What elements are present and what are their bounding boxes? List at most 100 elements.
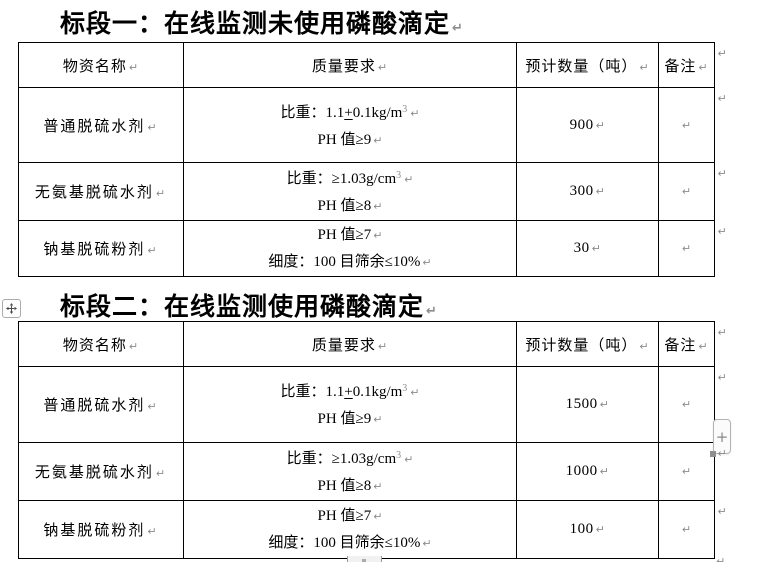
section-1-title[interactable]: 标段一：在线监测未使用磷酸滴定 ↵	[60, 4, 464, 40]
cell-estimated-quantity[interactable]: 1500 ↵	[516, 366, 659, 443]
requirement-text: PH 值≥7	[317, 226, 372, 243]
cell-estimated-quantity[interactable]: 900 ↵	[516, 87, 659, 163]
requirement-text: 细度：100 目筛余≤10%	[268, 253, 421, 270]
cell-material-name[interactable]: 钠基脱硫粉剂 ↵	[18, 500, 184, 559]
cell-quality-requirement[interactable]: 比重：1.1+0.1kg/m3 ↵ PH 值≥9 ↵	[183, 87, 517, 163]
cell-estimated-quantity[interactable]: 300 ↵	[516, 162, 659, 221]
table-row: 普通脱硫水剂 ↵ 比重：1.1+0.1kg/m3 ↵ PH 值≥9 ↵ 900 ↵ ↵	[18, 87, 715, 163]
quantity-value: 900	[569, 116, 594, 133]
end-of-cell-mark: ↵	[147, 244, 159, 257]
section-1-title-text: 标段一：在线监测未使用磷酸滴定	[60, 11, 451, 38]
end-of-cell-mark: ↵	[128, 339, 140, 353]
requirement-line: 细度：100 目筛余≤10% ↵	[185, 249, 516, 276]
header-remark[interactable]: 备注 ↵	[658, 321, 715, 367]
header-label: 质量要求	[311, 58, 376, 75]
end-of-cell-mark: ↵	[422, 255, 432, 269]
requirement-text: 比重：≥1.03g/cm	[286, 171, 397, 187]
cell-remark[interactable]: ↵	[658, 162, 715, 221]
end-of-cell-mark: ↵	[155, 187, 168, 200]
cell-remark[interactable]: ↵	[658, 366, 715, 443]
end-of-row-mark: ↵	[717, 504, 727, 518]
cell-quality-requirement[interactable]: 比重：≥1.03g/cm3 ↵ PH 值≥8 ↵	[183, 442, 517, 501]
header-material-name[interactable]: 物资名称 ↵	[18, 321, 184, 367]
superscript-text: 3	[396, 450, 402, 461]
cell-quality-requirement[interactable]: PH 值≥7 ↵ 细度：100 目筛余≤10% ↵	[183, 220, 517, 277]
table-move-handle[interactable]	[2, 299, 21, 318]
header-label: 质量要求	[311, 337, 376, 354]
cell-quality-requirement[interactable]: 比重：1.1+0.1kg/m3 ↵ PH 值≥9 ↵	[183, 366, 517, 443]
requirement-line: 比重：1.1+0.1kg/m3 ↵	[185, 376, 516, 406]
table-row: 无氨基脱硫水剂 ↵ 比重：≥1.03g/cm3 ↵ PH 值≥8 ↵ 300 ↵ ↵	[18, 162, 715, 221]
paragraph-mark-icon: ↵	[426, 304, 438, 319]
section-1-table[interactable]: 物资名称 ↵ 质量要求 ↵ 预计数量（吨） ↵ 备注 ↵ 普通脱硫水剂 ↵ 比重：1.1+0.1kg…	[18, 42, 715, 277]
material-name-text: 普通脱硫水剂	[43, 398, 146, 414]
section-2-title[interactable]: 标段二：在线监测使用磷酸滴定 ↵	[60, 287, 438, 323]
header-label: 预计数量（吨）	[525, 58, 638, 75]
quantity-value: 1500	[565, 396, 598, 412]
end-paragraph-mark: ↵	[716, 555, 726, 562]
end-of-cell-mark: ↵	[599, 465, 610, 478]
cell-material-name[interactable]: 普通脱硫水剂 ↵	[18, 87, 184, 163]
requirement-line: PH 值≥9 ↵	[185, 406, 516, 433]
requirement-line: 细度：100 目筛余≤10% ↵	[185, 530, 516, 557]
end-of-row-mark: ↵	[717, 166, 727, 180]
end-of-cell-mark: ↵	[599, 398, 610, 411]
material-name-text: 无氨基脱硫水剂	[34, 465, 154, 481]
end-of-cell-mark: ↵	[410, 386, 420, 399]
header-material-name[interactable]: 物资名称 ↵	[18, 42, 184, 88]
header-quality-requirement[interactable]: 质量要求 ↵	[183, 42, 517, 88]
end-of-row-mark: ↵	[717, 46, 727, 60]
end-of-cell-mark: ↵	[595, 185, 606, 198]
cell-estimated-quantity[interactable]: 1000 ↵	[516, 442, 659, 501]
cell-quality-requirement[interactable]: 比重：≥1.03g/cm3 ↵ PH 值≥8 ↵	[183, 162, 517, 221]
requirement-line: PH 值≥7 ↵	[185, 222, 516, 249]
requirement-line: PH 值≥8 ↵	[185, 473, 516, 500]
section-2: 标段二：在线监测使用磷酸滴定 ↵ 物资名称 ↵ 质量要求 ↵ 预计数量（吨） ↵ 备注 ↵ 普通脱…	[0, 281, 765, 562]
cell-estimated-quantity[interactable]: 100 ↵	[516, 500, 659, 559]
requirement-line: 比重：≥1.03g/cm3 ↵	[185, 164, 516, 194]
header-label: 物资名称	[62, 58, 127, 75]
requirement-line: PH 值≥8 ↵	[185, 193, 516, 220]
header-label: 备注	[664, 58, 697, 75]
cell-material-name[interactable]: 无氨基脱硫水剂 ↵	[18, 442, 184, 501]
header-estimated-quantity[interactable]: 预计数量（吨） ↵	[516, 321, 659, 367]
end-of-cell-mark: ↵	[422, 536, 432, 550]
header-quality-requirement[interactable]: 质量要求 ↵	[183, 321, 517, 367]
end-of-cell-mark: ↵	[404, 453, 414, 466]
end-of-cell-mark: ↵	[698, 60, 709, 74]
cell-material-name[interactable]: 普通脱硫水剂 ↵	[18, 366, 184, 443]
end-of-row-mark: ↵	[717, 224, 727, 238]
cell-quality-requirement[interactable]: PH 值≥7 ↵ 细度：100 目筛余≤10% ↵	[183, 500, 517, 559]
end-of-cell-mark: ↵	[377, 339, 389, 353]
cell-remark[interactable]: ↵	[658, 442, 715, 501]
end-of-cell-mark: ↵	[595, 523, 606, 536]
cell-material-name[interactable]: 钠基脱硫粉剂 ↵	[18, 220, 184, 277]
table-row: 钠基脱硫粉剂 ↵ PH 值≥7 ↵ 细度：100 目筛余≤10% ↵ 30 ↵ ↵	[18, 220, 715, 277]
end-of-cell-mark: ↵	[147, 525, 159, 538]
cell-remark[interactable]: ↵	[658, 500, 715, 559]
cell-material-name[interactable]: 无氨基脱硫水剂 ↵	[18, 162, 184, 221]
cell-estimated-quantity[interactable]: 30 ↵	[516, 220, 659, 277]
plus-button-anchor-mark	[710, 451, 716, 457]
cell-remark[interactable]: ↵	[658, 87, 715, 163]
partial-scroll-widget[interactable]	[347, 556, 382, 562]
requirement-text: +	[344, 384, 353, 400]
header-estimated-quantity[interactable]: 预计数量（吨） ↵	[516, 42, 659, 88]
superscript-text: 3	[402, 103, 408, 115]
end-of-cell-mark: ↵	[373, 200, 383, 213]
section-2-table[interactable]: 物资名称 ↵ 质量要求 ↵ 预计数量（吨） ↵ 备注 ↵ 普通脱硫水剂 ↵ 比重：1.1+0.1kg…	[18, 321, 715, 559]
header-remark[interactable]: 备注 ↵	[658, 42, 715, 88]
insert-plus-button[interactable]: +	[713, 419, 731, 454]
requirement-text: PH 值≥7	[317, 507, 372, 524]
end-of-cell-mark: ↵	[377, 60, 389, 74]
requirement-text: 0.1kg/m	[352, 384, 403, 400]
requirement-text: PH 值≥8	[317, 198, 372, 214]
end-of-cell-mark: ↵	[147, 120, 159, 134]
end-of-cell-mark: ↵	[681, 465, 692, 478]
scroll-grip-icon	[362, 559, 366, 562]
end-of-cell-mark: ↵	[639, 339, 650, 353]
quantity-value: 1000	[565, 463, 598, 479]
end-of-cell-mark: ↵	[595, 118, 606, 132]
cell-remark[interactable]: ↵	[658, 220, 715, 277]
